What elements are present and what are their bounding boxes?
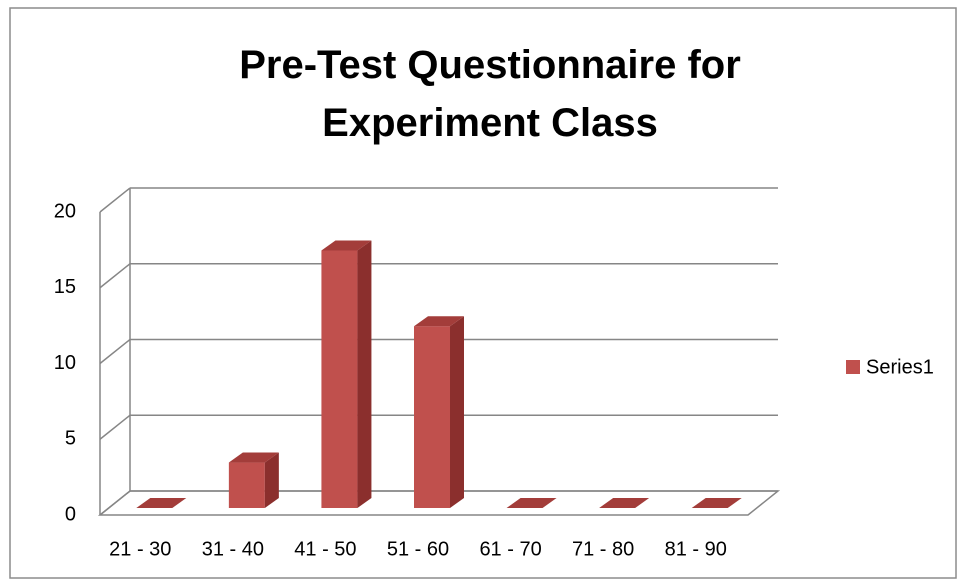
bar-side bbox=[264, 452, 279, 508]
bar-top bbox=[414, 316, 464, 327]
x-tick-label: 21 - 30 bbox=[109, 538, 171, 560]
x-tick-label: 61 - 70 bbox=[479, 538, 541, 560]
bar bbox=[414, 316, 464, 508]
x-tick-label: 41 - 50 bbox=[294, 538, 356, 560]
y-tick-label: 5 bbox=[65, 428, 76, 450]
grid-line bbox=[99, 338, 131, 365]
bar bbox=[691, 498, 742, 508]
bar-top bbox=[599, 498, 650, 508]
y-tick-label: 20 bbox=[54, 200, 76, 222]
x-tick-label: 71 - 80 bbox=[572, 538, 634, 560]
x-tick-label: 81 - 90 bbox=[665, 538, 727, 560]
x-tick-label: 31 - 40 bbox=[202, 538, 264, 560]
bar-front bbox=[321, 250, 358, 508]
bar-front bbox=[414, 326, 450, 508]
bar-top bbox=[691, 498, 742, 508]
bar-top bbox=[321, 240, 372, 251]
bar-side bbox=[357, 240, 372, 508]
bar-top bbox=[136, 498, 187, 508]
bar bbox=[228, 452, 279, 508]
grid-line bbox=[99, 187, 131, 213]
y-tick-label: 10 bbox=[54, 352, 76, 374]
bar bbox=[506, 498, 557, 508]
bar bbox=[599, 498, 650, 508]
x-tick-label: 51 - 60 bbox=[387, 538, 449, 560]
bar bbox=[321, 240, 372, 508]
bar-top bbox=[228, 452, 279, 463]
y-tick-label: 0 bbox=[65, 503, 76, 525]
legend-label: Series1 bbox=[866, 356, 934, 378]
bar-side bbox=[450, 316, 464, 508]
y-tick-label: 15 bbox=[54, 276, 76, 298]
bar-front bbox=[228, 462, 265, 508]
chart-border bbox=[9, 7, 957, 579]
bar-top bbox=[506, 498, 557, 508]
grid-line bbox=[99, 414, 131, 440]
chart-title: Pre-Test Questionnaire for Experiment Cl… bbox=[239, 43, 741, 145]
grid-line bbox=[99, 490, 131, 516]
legend-swatch bbox=[846, 360, 860, 374]
bar bbox=[136, 498, 187, 508]
grid-line bbox=[99, 263, 131, 289]
